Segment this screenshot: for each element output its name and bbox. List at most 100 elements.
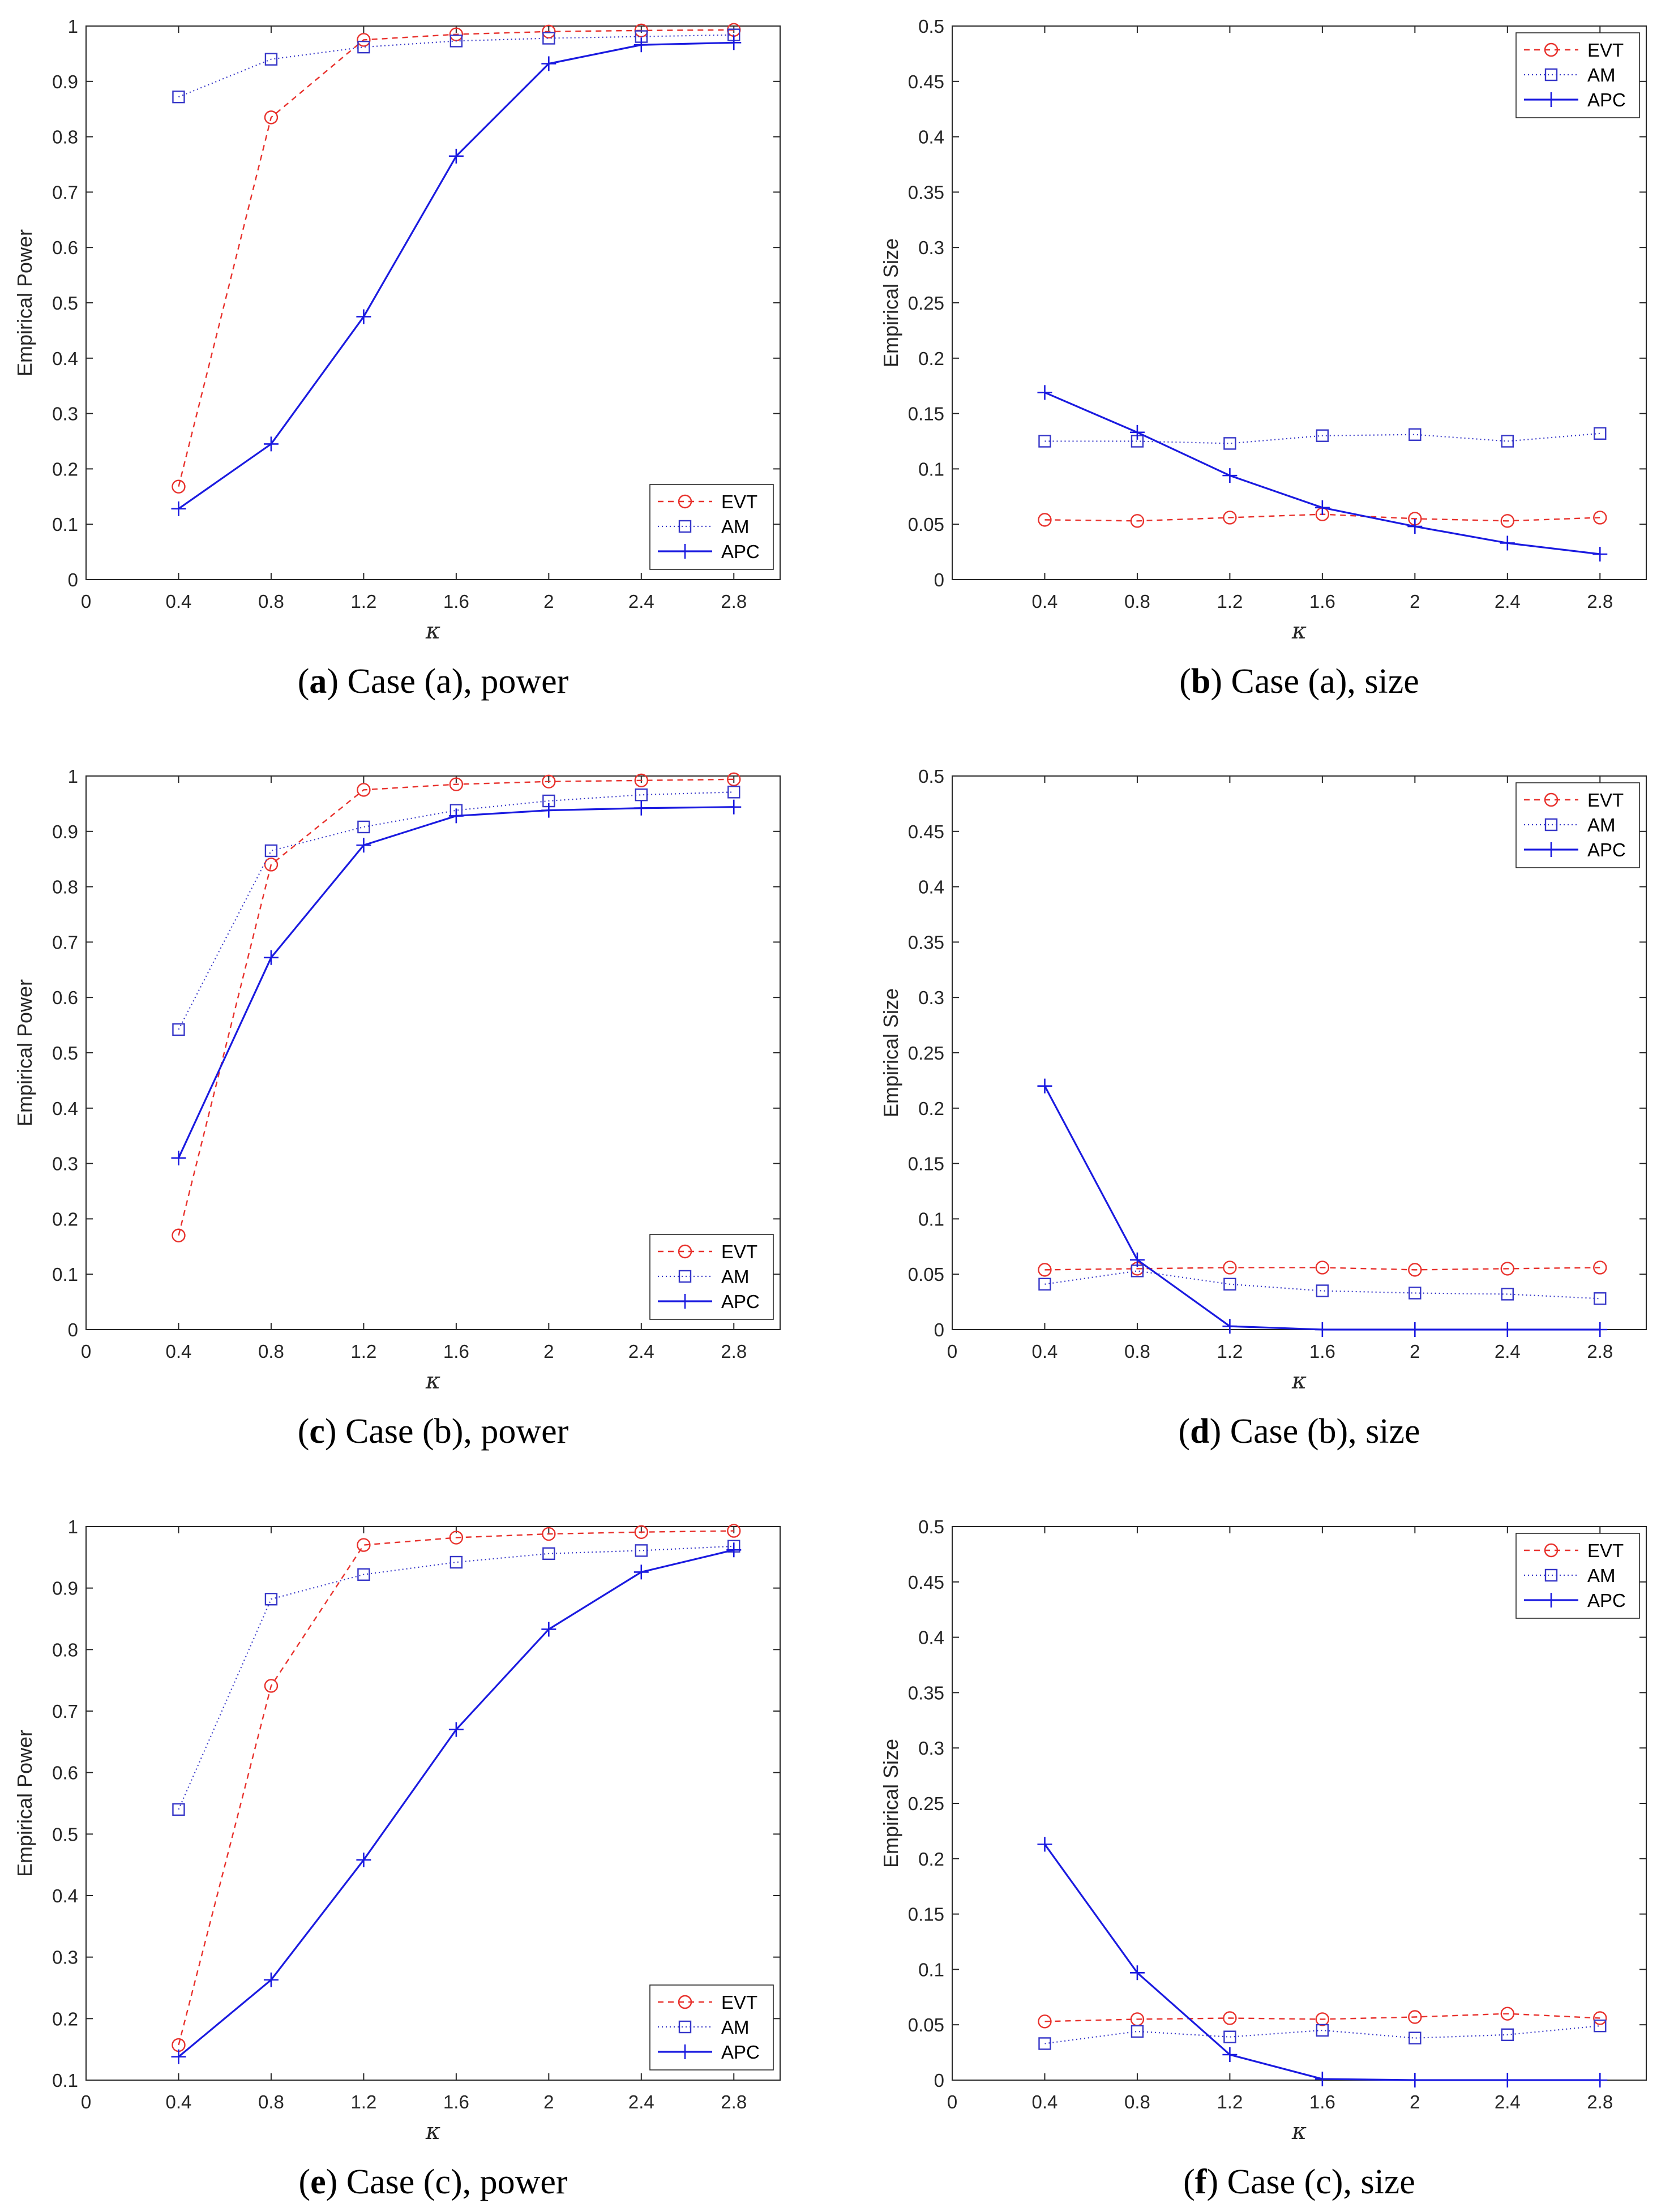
- y-tick-label: 0.3: [918, 1738, 944, 1759]
- x-tick-label: 2: [543, 2091, 554, 2112]
- data-point-evt: [727, 772, 741, 787]
- y-tick-label: 0.15: [908, 1154, 944, 1174]
- caption-letter: b: [1191, 662, 1210, 701]
- data-point-apc: [726, 35, 742, 50]
- x-tick-label: 0.8: [1124, 2091, 1150, 2112]
- data-point-apc: [1500, 2073, 1515, 2087]
- y-tick-label: 0.4: [52, 1885, 78, 1906]
- data-point-apc: [1592, 2073, 1608, 2087]
- y-tick-label: 0.5: [918, 1516, 944, 1537]
- x-tick-label: 2.4: [628, 1341, 654, 1362]
- legend-marker-am: [1544, 818, 1558, 831]
- data-point-am: [1501, 1288, 1514, 1301]
- data-point-apc: [1222, 1319, 1238, 1334]
- x-axis-label: κ: [425, 2119, 440, 2145]
- caption-text: Case (c), power: [346, 2163, 568, 2201]
- y-tick-label: 0.25: [908, 293, 944, 314]
- x-axis-label: κ: [1291, 618, 1307, 644]
- data-point-am: [542, 32, 555, 45]
- data-point-apc: [1500, 1322, 1515, 1337]
- x-tick-label: 2.4: [1495, 2091, 1521, 2112]
- y-tick-label: 0.6: [52, 987, 78, 1008]
- legend-marker-evt: [678, 494, 692, 509]
- x-tick-label: 0: [947, 1341, 957, 1362]
- data-point-apc: [356, 1852, 371, 1867]
- caption-letter: c: [309, 1412, 325, 1451]
- y-tick-label: 0.5: [52, 1043, 78, 1064]
- caption-paren-close: ): [326, 2163, 346, 2201]
- chart-panel-a: 0 0.1 0.2 0.3 0.4 0.5 0.6 0.7 0.8 0.9 1 0 0.4 0.8 1.2 1…: [13, 16, 781, 701]
- x-tick-label: 1.2: [350, 591, 376, 612]
- data-point-apc: [448, 1722, 464, 1737]
- data-point-apc: [1407, 519, 1423, 534]
- x-tick-label: 0.8: [258, 1341, 284, 1362]
- y-tick-label: 0: [934, 2070, 944, 2091]
- legend: EVT AM APC: [649, 1984, 774, 2070]
- data-point-apc: [1129, 425, 1145, 440]
- y-tick-label: 0.5: [52, 1824, 78, 1845]
- legend-marker-am: [678, 2020, 692, 2034]
- caption-paren-open: (: [298, 1412, 310, 1451]
- y-tick-label: 0.25: [908, 1043, 944, 1064]
- caption-text: Case (b), size: [1230, 1412, 1420, 1451]
- x-tick-label: 0.4: [1032, 2091, 1058, 2112]
- legend: EVT AM APC: [649, 484, 774, 570]
- plot-area: [952, 775, 1647, 1330]
- x-tick-label: 1.2: [350, 2091, 376, 2112]
- legend-label-evt: EVT: [1587, 790, 1624, 811]
- legend-marker-am: [678, 1270, 692, 1283]
- x-tick-label: 2: [1410, 591, 1420, 612]
- x-tick-label: 0.8: [258, 591, 284, 612]
- y-tick-label: 0.3: [918, 237, 944, 258]
- y-tick-label: 0.9: [52, 1578, 78, 1599]
- x-tick-label: 1.6: [443, 2091, 469, 2112]
- legend-label-evt: EVT: [721, 1992, 757, 2013]
- x-tick-label: 0.8: [1124, 591, 1150, 612]
- data-point-am: [172, 1023, 185, 1036]
- data-point-am: [264, 1593, 278, 1606]
- y-tick-label: 0: [934, 569, 944, 590]
- series-line-evt: [178, 1530, 734, 2046]
- y-tick-label: 0.2: [918, 348, 944, 369]
- caption-paren-close: ): [327, 662, 347, 701]
- legend: EVT AM APC: [649, 1234, 774, 1320]
- data-point-am: [1408, 1287, 1422, 1300]
- legend-marker-apc: [678, 1294, 692, 1309]
- legend-label-apc: APC: [1587, 89, 1626, 110]
- data-point-am: [1408, 428, 1422, 441]
- data-point-apc: [726, 1542, 742, 1558]
- data-point-am: [1038, 2037, 1051, 2050]
- y-tick-label: 0.1: [918, 458, 944, 479]
- caption-text: Case (b), power: [345, 1412, 569, 1451]
- series-am: [172, 786, 740, 1036]
- y-tick-label: 0.2: [52, 1208, 78, 1229]
- legend-label-evt: EVT: [1587, 1540, 1624, 1561]
- x-tick-label: 2.8: [1587, 1341, 1613, 1362]
- x-tick-label: 1.6: [1309, 2091, 1335, 2112]
- data-point-apc: [1222, 2047, 1238, 2063]
- data-point-evt: [542, 1527, 556, 1541]
- data-point-evt: [264, 110, 279, 125]
- x-tick-label: 0: [81, 2091, 91, 2112]
- y-tick-label: 0.8: [52, 1639, 78, 1660]
- y-tick-label: 0.6: [52, 237, 78, 258]
- data-point-apc: [263, 436, 279, 452]
- data-point-evt: [634, 1525, 649, 1539]
- y-tick-label: 0.2: [918, 1849, 944, 1870]
- y-tick-label: 0.05: [908, 1264, 944, 1285]
- y-tick-label: 0.7: [52, 182, 78, 203]
- data-point-evt: [357, 1538, 371, 1552]
- legend-marker-evt: [1544, 42, 1559, 57]
- data-point-apc: [1500, 535, 1515, 551]
- x-tick-label: 1.2: [1217, 2091, 1243, 2112]
- y-tick-label: 0.1: [52, 2070, 78, 2091]
- caption-paren-open: (: [298, 662, 310, 701]
- data-point-apc: [726, 799, 742, 815]
- x-tick-label: 0.4: [1032, 591, 1058, 612]
- panel-caption: (f) Case (c), size: [1183, 2163, 1415, 2201]
- data-point-apc: [633, 1564, 649, 1580]
- data-point-evt: [264, 858, 279, 872]
- y-tick-label: 0.4: [52, 348, 78, 369]
- x-tick-label: 1.6: [1309, 1341, 1335, 1362]
- y-tick-label: 0.2: [52, 2008, 78, 2029]
